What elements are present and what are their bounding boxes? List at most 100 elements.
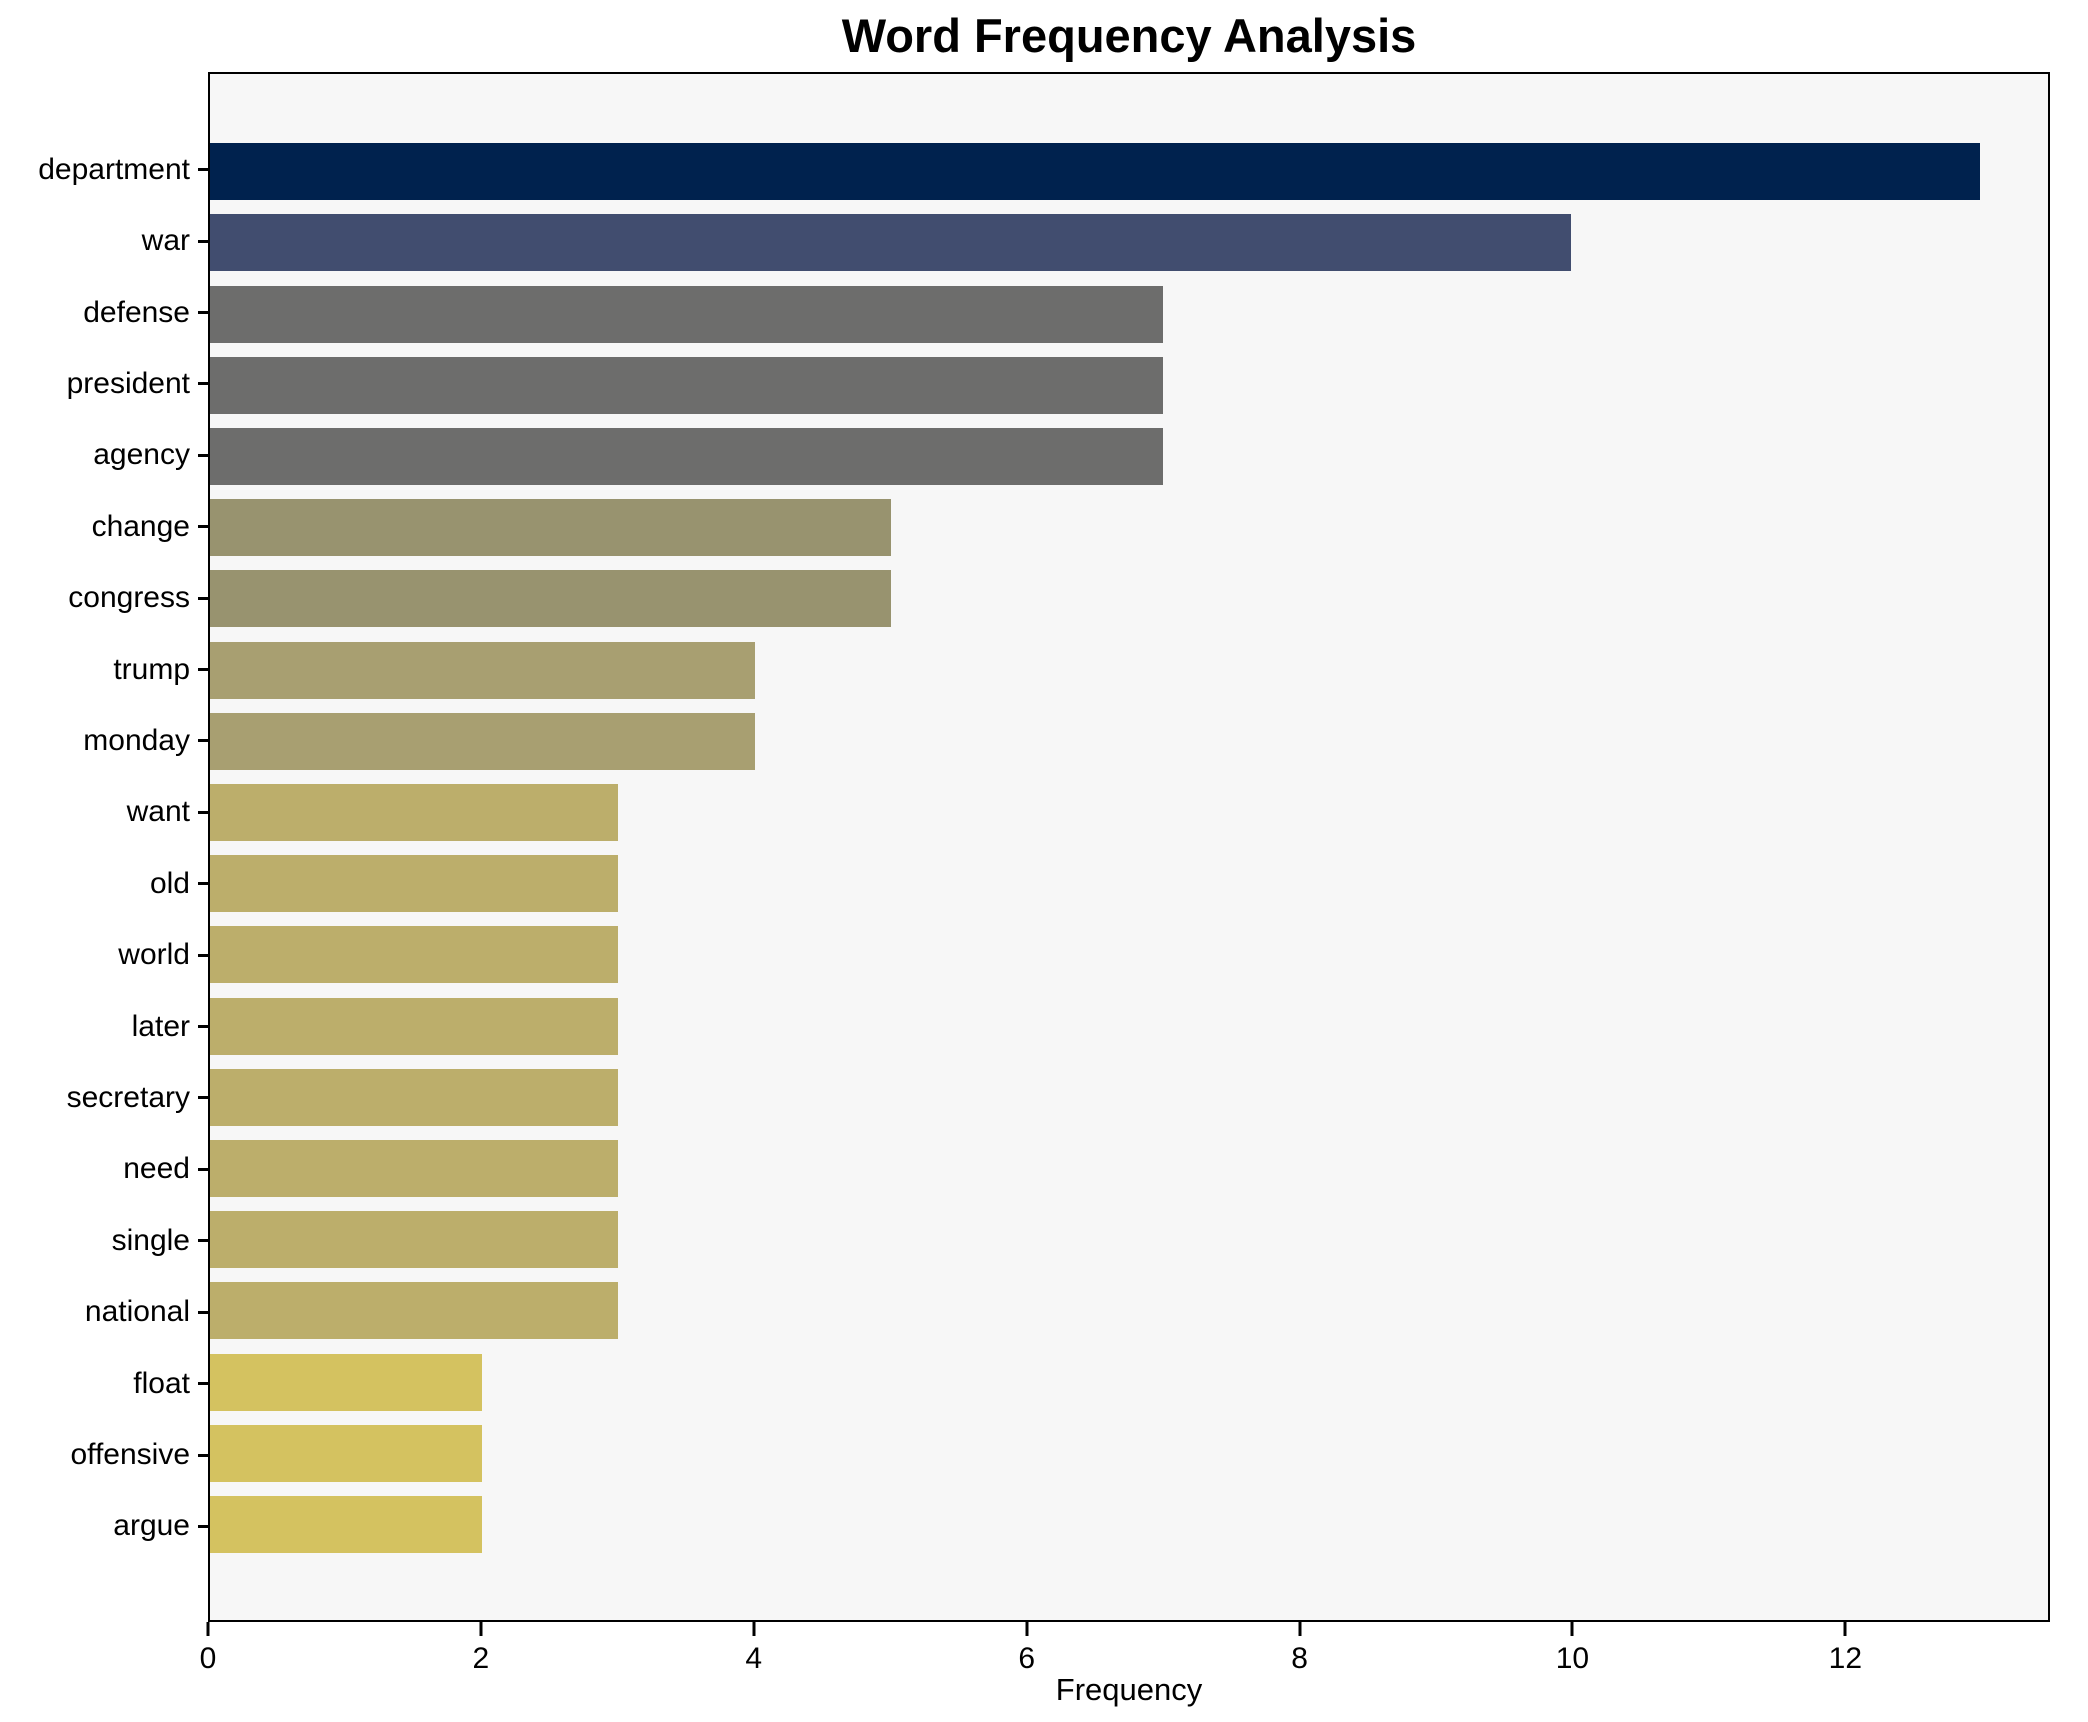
bar-row bbox=[210, 1204, 2048, 1275]
y-tick-mark bbox=[198, 810, 208, 814]
y-label-change: change bbox=[91, 509, 190, 543]
bar-defense bbox=[210, 285, 1164, 343]
y-label-row: agency bbox=[0, 420, 208, 491]
x-tick-mark bbox=[752, 1622, 756, 1636]
bar-row bbox=[210, 421, 2048, 492]
bar-later bbox=[210, 997, 619, 1055]
x-tick-mark bbox=[479, 1622, 483, 1636]
bar-row bbox=[210, 990, 2048, 1061]
y-tick-mark bbox=[198, 525, 208, 529]
bar-row bbox=[210, 919, 2048, 990]
bar-trump bbox=[210, 641, 755, 699]
bar-single bbox=[210, 1211, 619, 1269]
y-label-argue: argue bbox=[113, 1509, 190, 1543]
x-tick-label-4: 4 bbox=[745, 1642, 763, 1675]
y-label-row: war bbox=[0, 205, 208, 276]
y-label-row: change bbox=[0, 491, 208, 562]
bar-monday bbox=[210, 712, 755, 770]
y-label-monday: monday bbox=[83, 723, 190, 757]
bar-row bbox=[210, 1275, 2048, 1346]
x-axis: 0 2 4 6 8 10 12 bbox=[200, 1622, 2050, 1722]
y-tick-mark bbox=[198, 382, 208, 386]
bar-row bbox=[210, 848, 2048, 919]
y-label-row: need bbox=[0, 1134, 208, 1205]
bars-container bbox=[210, 136, 2048, 1560]
x-tick-mark bbox=[1025, 1622, 1029, 1636]
y-label-row: president bbox=[0, 348, 208, 419]
y-label-row: float bbox=[0, 1348, 208, 1419]
bar-want bbox=[210, 783, 619, 841]
y-tick-mark bbox=[198, 1025, 208, 1029]
y-label-president: president bbox=[66, 366, 190, 400]
bar-row bbox=[210, 1346, 2048, 1417]
y-label-row: secretary bbox=[0, 1062, 208, 1133]
x-tick-mark bbox=[206, 1622, 210, 1636]
plot-area bbox=[208, 72, 2050, 1622]
bar-offensive bbox=[210, 1424, 483, 1482]
bar-department bbox=[210, 143, 1980, 201]
bar-row bbox=[210, 634, 2048, 705]
y-label-defense: defense bbox=[83, 295, 190, 329]
bar-secretary bbox=[210, 1068, 619, 1126]
y-label-secretary: secretary bbox=[66, 1080, 190, 1114]
y-tick-mark bbox=[198, 1239, 208, 1243]
x-tick-label-10: 10 bbox=[1555, 1642, 1590, 1675]
y-label-want: want bbox=[126, 795, 190, 829]
y-label-department: department bbox=[38, 152, 190, 186]
y-label-row: single bbox=[0, 1205, 208, 1276]
y-label-offensive: offensive bbox=[70, 1438, 190, 1472]
bar-row bbox=[210, 563, 2048, 634]
bar-row bbox=[210, 1133, 2048, 1204]
bar-congress bbox=[210, 570, 891, 628]
y-tick-mark bbox=[198, 453, 208, 457]
y-label-row: defense bbox=[0, 277, 208, 348]
y-label-world: world bbox=[118, 938, 190, 972]
x-tick-mark bbox=[1298, 1622, 1302, 1636]
bar-row bbox=[210, 706, 2048, 777]
y-tick-mark bbox=[198, 311, 208, 315]
bar-row bbox=[210, 1062, 2048, 1133]
x-axis-label: Frequency bbox=[1055, 1672, 1203, 1707]
y-axis-labels: department war defense president agency chang… bbox=[0, 134, 208, 1562]
y-label-row: want bbox=[0, 777, 208, 848]
y-label-float: float bbox=[133, 1366, 190, 1400]
bar-argue bbox=[210, 1495, 483, 1553]
x-tick-label-8: 8 bbox=[1291, 1642, 1308, 1675]
y-tick-mark bbox=[198, 1453, 208, 1457]
y-tick-mark bbox=[198, 239, 208, 243]
y-label-row: congress bbox=[0, 562, 208, 633]
y-tick-mark bbox=[198, 668, 208, 672]
y-tick-mark bbox=[198, 953, 208, 957]
bar-row bbox=[210, 350, 2048, 421]
y-label-old: old bbox=[149, 866, 190, 900]
bar-row bbox=[210, 777, 2048, 848]
x-tick-label-2: 2 bbox=[472, 1642, 490, 1675]
bar-row bbox=[210, 136, 2048, 207]
bar-need bbox=[210, 1139, 619, 1197]
x-tick-mark bbox=[1843, 1622, 1847, 1636]
x-tick-label-12: 12 bbox=[1828, 1642, 1863, 1675]
x-tick-mark bbox=[1570, 1622, 1574, 1636]
y-tick-mark bbox=[198, 1524, 208, 1528]
x-tick-label-0: 0 bbox=[199, 1642, 217, 1675]
y-label-row: trump bbox=[0, 634, 208, 705]
y-tick-mark bbox=[198, 168, 208, 172]
y-label-row: national bbox=[0, 1277, 208, 1348]
y-label-later: later bbox=[131, 1009, 190, 1043]
bar-president bbox=[210, 356, 1164, 414]
y-label-row: old bbox=[0, 848, 208, 919]
y-label-row: world bbox=[0, 919, 208, 990]
y-label-row: offensive bbox=[0, 1419, 208, 1490]
chart-title: Word Frequency Analysis bbox=[841, 9, 1417, 62]
bar-war bbox=[210, 214, 1572, 272]
y-tick-mark bbox=[198, 1096, 208, 1100]
bar-row bbox=[210, 1418, 2048, 1489]
y-label-agency: agency bbox=[93, 438, 190, 472]
y-label-row: later bbox=[0, 991, 208, 1062]
bar-old bbox=[210, 855, 619, 913]
y-label-need: need bbox=[123, 1152, 190, 1186]
y-label-single: single bbox=[111, 1223, 190, 1257]
bar-national bbox=[210, 1282, 619, 1340]
bar-row bbox=[210, 278, 2048, 349]
